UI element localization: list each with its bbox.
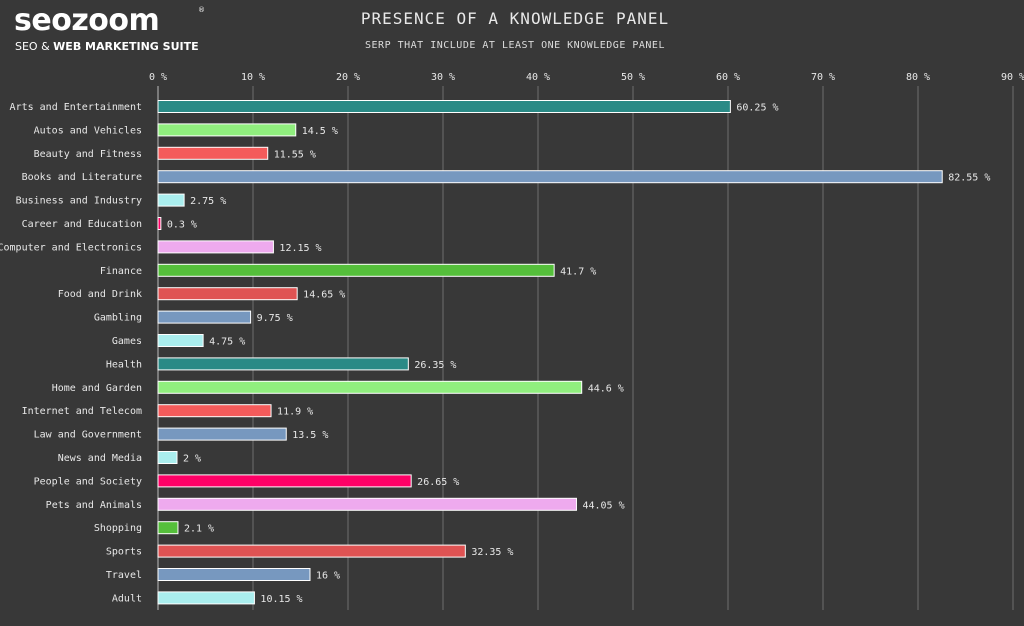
- bar: [157, 123, 297, 137]
- value-label: 2 %: [183, 454, 201, 465]
- bar: [157, 287, 298, 301]
- bar: [157, 404, 272, 418]
- value-label: 14.5 %: [302, 126, 338, 137]
- category-label: Books and Literature: [22, 172, 142, 183]
- bar: [157, 100, 731, 113]
- category-label: Autos and Vehicles: [34, 125, 142, 136]
- category-label: Shopping: [94, 523, 142, 534]
- value-label: 32.35 %: [471, 547, 513, 558]
- category-label: Business and Industry: [16, 196, 142, 207]
- category-label: People and Society: [34, 476, 142, 487]
- chart-title: PRESENCE OF A KNOWLEDGE PANEL: [360, 9, 670, 28]
- x-tick-label: 10 %: [241, 72, 265, 83]
- value-labels: 60.25 % 14.5 % 11.55 % 82.55 % 2.75 % 0.3 % 12…: [167, 103, 991, 605]
- x-tick-label: 70 %: [811, 72, 835, 83]
- value-label: 26.35 %: [414, 360, 456, 371]
- category-label: Pets and Animals: [46, 500, 142, 511]
- category-label: Home and Garden: [52, 383, 142, 394]
- category-label: Food and Drink: [58, 289, 142, 300]
- chart-subtitle: SERP THAT INCLUDE AT LEAST ONE KNOWLEDGE…: [365, 40, 665, 51]
- bar: [157, 497, 577, 511]
- bar: [157, 263, 555, 277]
- x-tick-label: 20 %: [336, 72, 360, 83]
- x-tick-label: 50 %: [621, 72, 645, 83]
- category-label: Internet and Telecom: [22, 406, 142, 417]
- value-label: 10.15 %: [260, 594, 302, 605]
- value-label: 11.9 %: [277, 407, 313, 418]
- bar: [157, 451, 178, 464]
- category-label: Beauty and Fitness: [34, 149, 142, 160]
- value-label: 60.25 %: [736, 103, 778, 114]
- bar: [157, 334, 204, 347]
- bar: [157, 427, 287, 441]
- x-tick-label: 30 %: [431, 72, 455, 83]
- logo-tagline-bold: WEB MARKETING SUITE: [53, 40, 199, 53]
- seozoom-logo: seozoom ® SEO & WEB MARKETING SUITE: [14, 3, 214, 54]
- bars: [157, 100, 943, 605]
- category-label: Games: [112, 336, 142, 347]
- value-label: 9.75 %: [257, 313, 293, 324]
- category-label: Adult: [112, 593, 142, 604]
- x-tick-label: 60 %: [716, 72, 740, 83]
- x-tick-label: 80 %: [906, 72, 930, 83]
- bar: [157, 310, 252, 324]
- category-label: Computer and Electronics: [0, 242, 142, 253]
- bar: [157, 474, 412, 488]
- bar: [157, 193, 185, 207]
- value-label: 14.65 %: [303, 290, 345, 301]
- value-label: 2.1 %: [184, 524, 214, 535]
- value-label: 16 %: [316, 571, 340, 582]
- bar: [157, 568, 311, 581]
- x-tick-label: 40 %: [526, 72, 550, 83]
- bar: [157, 217, 162, 230]
- bar: [157, 170, 943, 184]
- category-label: Sports: [106, 547, 142, 558]
- bar: [157, 544, 466, 558]
- value-label: 2.75 %: [190, 196, 226, 207]
- grid-lines: [157, 86, 1014, 610]
- category-label: Finance: [100, 266, 142, 277]
- bar: [157, 146, 269, 160]
- logo-registered-mark: ®: [198, 6, 205, 14]
- category-label: Career and Education: [22, 219, 142, 230]
- value-label: 0.3 %: [167, 220, 197, 231]
- logo-tagline-plain: SEO &: [15, 40, 54, 53]
- value-label: 4.75 %: [209, 337, 245, 348]
- value-label: 41.7 %: [560, 266, 596, 277]
- bar: [157, 240, 274, 254]
- category-labels: Arts and Entertainment Autos and Vehicles…: [0, 102, 142, 604]
- x-tick-label: 90 %: [1001, 72, 1024, 83]
- value-label: 11.55 %: [274, 149, 316, 160]
- bar: [157, 591, 255, 605]
- value-label: 13.5 %: [292, 430, 328, 441]
- x-tick-label: 0 %: [149, 72, 167, 83]
- x-axis-ticks: 0 % 10 % 20 % 30 % 40 % 50 % 60 % 70 % 80 % 90 %: [149, 72, 1024, 83]
- category-label: Gambling: [94, 313, 142, 324]
- category-label: Arts and Entertainment: [10, 102, 142, 113]
- value-label: 82.55 %: [948, 173, 990, 184]
- bar: [157, 357, 409, 371]
- category-label: Law and Government: [34, 430, 142, 441]
- category-label: Travel: [106, 570, 142, 581]
- value-label: 12.15 %: [279, 243, 321, 254]
- value-label: 44.6 %: [588, 383, 624, 394]
- category-label: Health: [106, 359, 142, 370]
- category-label: News and Media: [58, 453, 142, 464]
- logo-tagline: SEO & WEB MARKETING SUITE: [15, 40, 199, 53]
- value-label: 44.05 %: [582, 500, 624, 511]
- bar: [157, 380, 583, 394]
- logo-wordmark: seozoom: [14, 3, 160, 38]
- bar: [157, 521, 179, 535]
- value-label: 26.65 %: [417, 477, 459, 488]
